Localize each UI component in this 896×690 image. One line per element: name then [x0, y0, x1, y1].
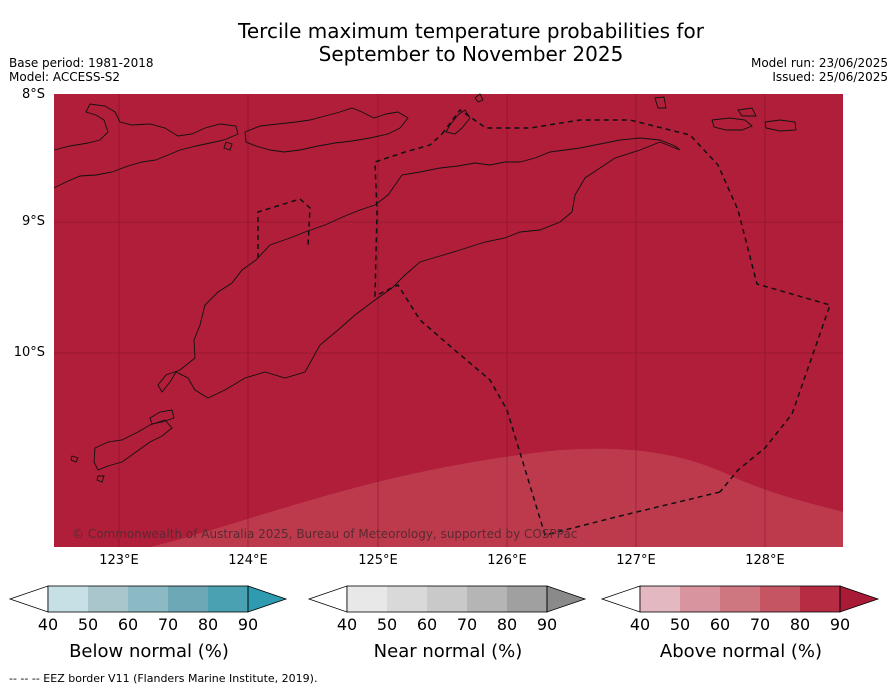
- coastline-semau: [149, 409, 175, 425]
- colorbar-extend-high: [839, 585, 880, 613]
- tick-label: 90: [237, 615, 259, 634]
- eez-footnote: -- -- -- EEZ border V11 (Flanders Marine…: [9, 672, 318, 685]
- coastline-islet6: [96, 475, 105, 483]
- tick-label: 80: [496, 615, 518, 634]
- colorbar-segment: [387, 586, 427, 612]
- tick-label: 50: [669, 615, 691, 634]
- meta-left: Base period: 1981-2018 Model: ACCESS-S2: [9, 56, 154, 84]
- colorbar-ticks-below: 40 50 60 70 80 90: [8, 615, 290, 635]
- colorbar-segment: [427, 586, 467, 612]
- colorbar-title-above: Above normal (%): [659, 641, 823, 662]
- coastline-atauro: [445, 109, 471, 135]
- coastline-timor: [157, 137, 681, 399]
- coastline-rote: [93, 419, 173, 471]
- lat-label-10s: 10°S: [13, 345, 45, 360]
- lat-label-8s: 8°S: [21, 87, 45, 102]
- colorbar-segment: [88, 586, 128, 612]
- colorbar-ticks-near: 40 50 60 70 80 90: [307, 615, 589, 635]
- colorbar-segment: [800, 586, 840, 612]
- coastline-islet2: [654, 96, 667, 109]
- tick-label: 40: [336, 615, 358, 634]
- map-title: Tercile maximum temperature probabilitie…: [0, 20, 896, 66]
- coastline-ndao: [70, 455, 79, 463]
- colorbar-extend-low: [8, 585, 49, 613]
- colorbar-near: [307, 585, 587, 613]
- colorbar-outline: [47, 585, 249, 613]
- colorbar-outline: [639, 585, 841, 613]
- colorbar-outline: [346, 585, 548, 613]
- coastline-pantar: [244, 107, 409, 153]
- colorbar-extend-low: [307, 585, 348, 613]
- coastline-islet3: [223, 141, 233, 151]
- tick-label: 70: [157, 615, 179, 634]
- colorbar-segment: [347, 586, 387, 612]
- lat-label-9s: 9°S: [21, 214, 45, 229]
- coastlines: [53, 93, 797, 483]
- colorbar-extend-high: [546, 585, 587, 613]
- colorbar-segment: [507, 586, 547, 612]
- base-period: Base period: 1981-2018: [9, 56, 154, 70]
- tick-label: 50: [376, 615, 398, 634]
- colorbar-segment: [760, 586, 800, 612]
- lon-label-124e: 124°E: [228, 553, 268, 568]
- colorbar-below: [8, 585, 288, 613]
- tick-label: 50: [77, 615, 99, 634]
- colorbar-segment: [168, 586, 208, 612]
- lon-label-128e: 128°E: [745, 553, 785, 568]
- colorbar-extend-low: [600, 585, 641, 613]
- tick-label: 40: [629, 615, 651, 634]
- colorbar-extend-high: [247, 585, 288, 613]
- coastline-islet5: [764, 119, 797, 132]
- coastline-islet4: [737, 107, 757, 117]
- tick-label: 70: [456, 615, 478, 634]
- map-title-line2: September to November 2025: [318, 42, 624, 66]
- model-name: Model: ACCESS-S2: [9, 70, 121, 84]
- tick-label: 90: [829, 615, 851, 634]
- coastline-alor: [53, 103, 239, 189]
- tick-label: 60: [117, 615, 139, 634]
- map-title-line1: Tercile maximum temperature probabilitie…: [238, 19, 704, 43]
- colorbar-segment: [208, 586, 248, 612]
- tick-label: 80: [789, 615, 811, 634]
- tick-label: 40: [37, 615, 59, 634]
- colorbar-segment: [467, 586, 507, 612]
- tick-label: 60: [416, 615, 438, 634]
- probability-zone-lower: [150, 448, 843, 547]
- eez-border: [257, 108, 831, 536]
- colorbar-ticks-above: 40 50 60 70 80 90: [600, 615, 882, 635]
- tick-label: 70: [749, 615, 771, 634]
- lon-label-127e: 127°E: [616, 553, 656, 568]
- meta-right: Model run: 23/06/2025 Issued: 25/06/2025: [751, 56, 888, 84]
- colorbar-segment: [680, 586, 720, 612]
- colorbar-segment: [48, 586, 88, 612]
- lon-label-126e: 126°E: [487, 553, 527, 568]
- probability-map: [53, 93, 843, 547]
- colorbar-title-near: Near normal (%): [373, 641, 523, 662]
- lon-label-125e: 125°E: [358, 553, 398, 568]
- model-run: Model run: 23/06/2025: [750, 56, 888, 70]
- coastline-wetar: [711, 117, 753, 131]
- issued-date: Issued: 25/06/2025: [772, 70, 888, 84]
- colorbar-segment: [128, 586, 168, 612]
- colorbar-above: [600, 585, 880, 613]
- coastline-islet1: [474, 93, 484, 103]
- tick-label: 80: [197, 615, 219, 634]
- colorbar-title-below: Below normal (%): [69, 641, 229, 662]
- copyright-notice: © Commonwealth of Australia 2025, Bureau…: [72, 527, 578, 541]
- tick-label: 60: [709, 615, 731, 634]
- colorbar-segment: [720, 586, 760, 612]
- lon-label-123e: 123°E: [99, 553, 139, 568]
- colorbar-segment: [640, 586, 680, 612]
- tick-label: 90: [536, 615, 558, 634]
